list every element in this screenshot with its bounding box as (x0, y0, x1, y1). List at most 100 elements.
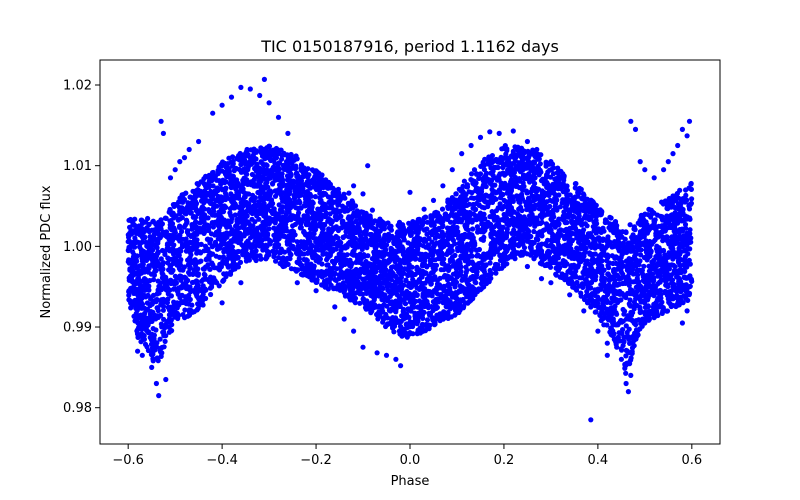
data-point (279, 209, 285, 215)
data-point (217, 261, 223, 267)
data-point (529, 211, 535, 217)
data-point (633, 244, 640, 250)
data-point (631, 299, 638, 305)
data-point (378, 218, 384, 224)
data-point (176, 252, 182, 258)
data-point (621, 311, 627, 317)
data-point (221, 249, 227, 255)
data-point (400, 222, 406, 228)
data-point (276, 202, 282, 208)
data-point (524, 190, 530, 196)
data-point (334, 266, 340, 272)
data-point (227, 210, 233, 216)
data-point (637, 304, 643, 310)
data-point (469, 171, 475, 177)
data-point (221, 271, 227, 277)
data-point (158, 256, 164, 262)
data-point (628, 355, 634, 361)
data-point (228, 191, 234, 197)
data-point (160, 307, 166, 313)
data-point (143, 280, 150, 286)
data-point (588, 272, 595, 278)
data-point (189, 302, 195, 308)
data-point (161, 231, 168, 237)
data-point (488, 232, 494, 238)
data-point (512, 144, 518, 150)
data-point (175, 217, 181, 223)
data-point (468, 195, 475, 201)
data-points (125, 76, 695, 423)
data-point (623, 370, 629, 376)
data-point (497, 201, 503, 207)
data-point (343, 229, 349, 235)
data-point (623, 323, 629, 329)
data-point (539, 241, 545, 247)
data-point (470, 226, 476, 232)
data-point (263, 242, 269, 248)
data-point (148, 271, 154, 277)
data-point (213, 253, 219, 259)
data-point (357, 291, 363, 297)
data-point (439, 206, 446, 212)
data-point (227, 231, 233, 237)
data-point (340, 244, 347, 250)
data-point (301, 256, 307, 263)
data-point (633, 322, 639, 328)
data-point (480, 237, 486, 243)
data-point (182, 307, 188, 313)
data-point (441, 267, 447, 273)
data-point (333, 277, 339, 283)
data-point (183, 301, 189, 307)
data-point (149, 315, 155, 321)
data-point (628, 256, 635, 263)
data-point (377, 273, 383, 279)
data-point (185, 228, 191, 234)
data-point (157, 336, 163, 342)
data-point (474, 253, 480, 259)
data-point (624, 276, 631, 282)
data-point (171, 215, 177, 221)
data-point (270, 181, 276, 187)
data-point (532, 223, 538, 229)
data-point (651, 239, 657, 245)
data-point (664, 308, 671, 314)
data-point (211, 265, 217, 271)
data-point (446, 281, 452, 287)
data-point (244, 171, 250, 177)
data-point (651, 277, 657, 284)
data-point (336, 251, 342, 257)
data-point (605, 271, 611, 277)
data-point (155, 249, 161, 255)
data-point (272, 154, 278, 160)
data-point (162, 215, 168, 221)
data-point (388, 227, 394, 233)
data-point (235, 255, 241, 261)
data-point (150, 326, 156, 332)
data-point (627, 297, 633, 303)
data-point (482, 198, 488, 204)
data-point (320, 251, 326, 257)
data-point (164, 300, 170, 306)
data-point (637, 326, 643, 332)
data-point (233, 166, 239, 172)
data-point (144, 227, 150, 233)
data-point (580, 284, 586, 290)
data-point (353, 259, 359, 265)
data-point (224, 234, 230, 240)
data-point (638, 299, 644, 305)
data-point (495, 205, 501, 211)
data-point (407, 299, 413, 305)
data-point (645, 297, 651, 303)
data-point (654, 229, 660, 235)
data-point (516, 193, 522, 199)
data-point (472, 292, 478, 298)
data-point (550, 171, 557, 177)
data-point (215, 236, 221, 242)
data-point (520, 172, 527, 178)
data-point (249, 171, 255, 178)
data-point (485, 219, 491, 225)
data-point (607, 214, 613, 220)
data-point (481, 162, 487, 168)
data-point (460, 305, 466, 311)
